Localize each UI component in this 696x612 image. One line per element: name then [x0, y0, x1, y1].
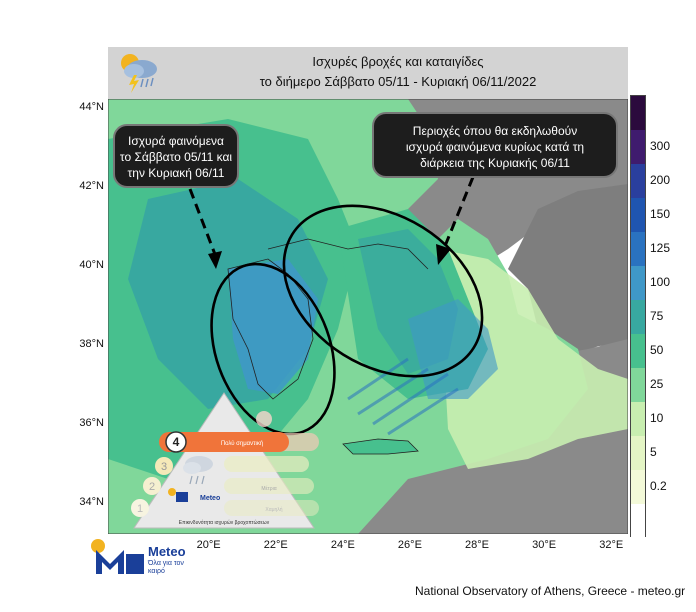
title-line-1: Ισχυρές βροχές και καταιγίδες — [312, 54, 484, 69]
colorbar-tick-label: 75 — [650, 309, 664, 323]
highlight-ellipse-east — [282, 204, 484, 378]
risk-level-2-number: 2 — [149, 481, 155, 493]
risk-level-4-number: 4 — [173, 435, 180, 449]
highlight-ellipse-west — [210, 262, 336, 436]
callout-left-line2: το Σάββατο 05/11 και — [119, 150, 233, 164]
rain-field-5mm — [438, 249, 628, 469]
risk-level-1-label: Χαμηλή — [265, 506, 282, 513]
arrow-right-shaft — [441, 176, 475, 252]
colorbar-segment — [631, 436, 645, 471]
callout-left-line1: Ισχυρά φαινόμενα — [128, 134, 224, 148]
colorbar-segment — [631, 368, 645, 403]
coastline-greece — [227, 258, 314, 400]
longitude-tick-label: 28°E — [465, 539, 490, 551]
colorbar-segment — [631, 164, 645, 199]
colorbar-tick-label: 10 — [650, 411, 664, 425]
longitude-tick-label: 24°E — [330, 539, 355, 551]
colorbar-tick-label: 100 — [650, 275, 671, 289]
risk-level-4-label: Πολύ σημαντική — [221, 440, 263, 447]
coastline-north — [267, 238, 429, 270]
callout-sunday: Περιοχές όπου θα εκδηλωθούν ισχυρά φαινό… — [372, 112, 618, 178]
longitude-tick-label: 26°E — [397, 539, 422, 551]
risk-level-inset: 4 3 2 1 Πολύ σημαντική Μέτρια Χαμηλή Met… — [124, 388, 324, 533]
rain-field-75mm — [228, 259, 318, 394]
callout-left-line3: την Κυριακή 06/11 — [127, 166, 225, 180]
inset-caption: Επικινδυνότητα ισχυρών βροχοπτώσεων — [179, 519, 270, 526]
arrow-right-head — [436, 244, 451, 265]
colorbar-segment — [631, 198, 645, 233]
longitude-tick-label: 20°E — [196, 539, 221, 551]
colorbar-segment — [631, 266, 645, 301]
credit-text: National Observatory of Athens, Greece -… — [415, 584, 686, 598]
logo-brand: Meteo — [148, 544, 186, 559]
colorbar-tick-label: 300 — [650, 139, 671, 153]
risk-level-1-number: 1 — [137, 503, 143, 515]
meteo-logo — [91, 539, 144, 574]
risk-pyramid: 4 3 2 1 Πολύ σημαντική Μέτρια Χαμηλή Met… — [131, 392, 319, 529]
colorbar-tick-label: 0.2 — [650, 479, 667, 493]
inset-brand: Meteo — [200, 495, 220, 502]
longitude-tick-label: 32°E — [599, 539, 624, 551]
latitude-tick-label: 42°N — [79, 180, 104, 192]
risk-level-3-number: 3 — [161, 461, 167, 473]
callout-right-line1: Περιοχές όπου θα εκδηλωθούν — [412, 124, 578, 138]
arrow-left-head — [208, 251, 222, 269]
crete-island — [342, 438, 419, 455]
colorbar-segment — [631, 300, 645, 335]
colorbar-tick-label: 5 — [650, 445, 657, 459]
colorbar-tick-label: 200 — [650, 173, 671, 187]
colorbar-tick-label: 150 — [650, 207, 671, 221]
colorbar-segment — [631, 96, 645, 131]
colorbar-tick-label: 25 — [650, 377, 664, 391]
latitude-tick-label: 38°N — [79, 338, 104, 351]
cloud-rain-icon — [183, 456, 213, 485]
callout-saturday-sunday: Ισχυρά φαινόμενα το Σάββατο 05/11 και τη… — [113, 124, 239, 188]
title-line-2: το διήμερο Σάββατο 05/11 - Κυριακή 06/11… — [259, 74, 537, 89]
risk-level-2-label: Μέτρια — [261, 485, 276, 492]
latitude-tick-label: 36°N — [79, 417, 104, 430]
longitude-tick-label: 22°E — [263, 539, 288, 551]
precipitation-colorbar — [630, 95, 646, 539]
colorbar-segment — [631, 402, 645, 437]
latitude-tick-label: 40°N — [79, 259, 104, 272]
latitude-tick-label: 34°N — [79, 496, 104, 509]
colorbar-segment — [631, 334, 645, 369]
callout-right-line3: διάρκεια της Κυριακής 06/11 — [420, 156, 570, 170]
colorbar-segment — [631, 504, 645, 539]
colorbar-tick-label: 125 — [650, 241, 671, 255]
colorbar-segment — [631, 232, 645, 267]
colorbar-tick-label: 50 — [650, 343, 664, 357]
latitude-tick-label: 44°N — [79, 100, 104, 113]
meteo-mini-logo — [168, 488, 188, 502]
colorbar-segment — [631, 470, 645, 505]
callout-right-line2: ισχυρά φαινόμενα κυρίως κατά τη — [405, 140, 585, 154]
colorbar-segment — [631, 130, 645, 165]
logo-tagline: Όλα για τον καιρό — [148, 560, 184, 575]
rain-streaks — [347, 357, 459, 436]
longitude-tick-label: 30°E — [532, 539, 557, 551]
map-header: Ισχυρές βροχές και καταιγίδες το διήμερο… — [108, 47, 628, 99]
arrow-left-shaft — [188, 188, 218, 258]
rain-cloud-lightning-icon — [121, 54, 157, 93]
